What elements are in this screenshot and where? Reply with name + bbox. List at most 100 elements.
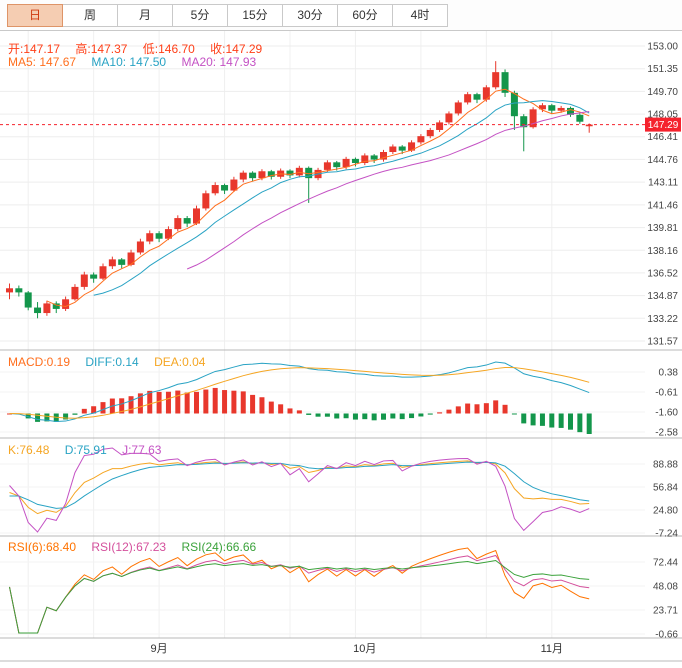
candle-body (538, 105, 546, 110)
svg-text:144.76: 144.76 (647, 155, 678, 166)
candle-body (34, 307, 42, 314)
macd-bar (63, 413, 69, 420)
macd-bar (530, 413, 536, 426)
macd-bar (259, 397, 265, 414)
macd-bar (371, 413, 377, 421)
svg-text:134.87: 134.87 (647, 291, 678, 302)
candle-body (389, 146, 397, 152)
candle-body (221, 185, 229, 191)
candle-body (43, 303, 51, 314)
macd-bar (156, 391, 162, 414)
macd-bar (287, 408, 293, 414)
candle-body (193, 208, 200, 224)
timeframe-toolbar: 日 周 月 5分 15分 30分 60分 4时 (0, 0, 682, 31)
candle-body (136, 241, 144, 253)
j-value: J:77.63 (122, 443, 162, 457)
low-value: 低:146.70 (142, 42, 195, 56)
macd-bar (558, 413, 564, 428)
macd-bar (175, 390, 181, 414)
candle-body (464, 94, 472, 103)
macd-bar (483, 403, 489, 414)
macd-bar (493, 400, 499, 414)
svg-text:133.22: 133.22 (647, 314, 678, 325)
candle-body (183, 218, 191, 224)
dea-value: DEA:0.04 (154, 355, 206, 369)
rsi24-value: RSI(24):66.66 (181, 540, 257, 554)
tab-15min[interactable]: 15分 (227, 3, 283, 27)
tab-60min[interactable]: 60分 (337, 3, 393, 27)
svg-text:48.08: 48.08 (653, 582, 678, 593)
svg-text:24.80: 24.80 (653, 506, 678, 517)
tab-30min[interactable]: 30分 (282, 3, 338, 27)
candle-body (436, 122, 444, 130)
macd-bar (250, 394, 256, 414)
candle-body (548, 105, 556, 111)
macd-bar (343, 413, 349, 419)
d-value: D:75.91 (64, 443, 107, 457)
svg-text:139.81: 139.81 (647, 223, 678, 234)
macd-bar (474, 404, 480, 414)
candle-body (454, 102, 462, 114)
macd-bar (334, 413, 340, 419)
macd-bar (81, 408, 87, 414)
macd-value: MACD:0.19 (8, 355, 71, 369)
candle-body (333, 162, 341, 168)
macd-bar (165, 391, 171, 414)
macd-bar (437, 412, 443, 414)
macd-bar (184, 392, 190, 414)
candle-body (80, 274, 88, 287)
open-value: 开:147.17 (8, 42, 61, 56)
candle-body (164, 229, 172, 239)
candle-body (510, 92, 518, 117)
macd-bar (137, 393, 143, 414)
svg-text:131.57: 131.57 (647, 337, 678, 348)
svg-text:136.52: 136.52 (647, 268, 678, 279)
macd-bar (465, 403, 471, 414)
candle-body (482, 87, 490, 100)
tab-5min[interactable]: 5分 (172, 3, 228, 27)
macd-bar (511, 413, 517, 415)
tab-weekly[interactable]: 周 (62, 3, 118, 27)
candle-body (127, 252, 135, 265)
macd-bar (399, 413, 405, 420)
candle-body (576, 114, 584, 122)
rsi12-value: RSI(12):67.23 (91, 540, 167, 554)
candle-body (24, 292, 32, 308)
svg-text:56.84: 56.84 (653, 483, 678, 494)
candle-body (529, 109, 537, 128)
macd-bar (91, 406, 97, 414)
macd-bar (455, 406, 461, 414)
svg-text:88.88: 88.88 (653, 460, 678, 471)
candle-body (258, 171, 266, 179)
macd-bar (194, 391, 199, 414)
svg-text:-2.58: -2.58 (655, 428, 678, 439)
macd-bar (502, 404, 508, 414)
macd-bar (25, 413, 31, 419)
candle-body (249, 172, 257, 179)
candle-body (370, 155, 378, 160)
macd-bar (521, 413, 527, 424)
candle-body (90, 274, 98, 279)
candle-body (71, 286, 79, 300)
macd-bar (222, 390, 228, 414)
rsi-info: RSI(6):68.40 RSI(12):67.23 RSI(24):66.66 (8, 540, 268, 554)
macd-bar (212, 387, 218, 414)
macd-bar (539, 413, 545, 426)
tab-daily[interactable]: 日 (7, 3, 63, 27)
chart-canvas[interactable]: 147.29 153.00 151.35 149.70 148.05 146.41 144.… (0, 31, 682, 668)
macd-bar (427, 413, 433, 415)
macd-bar (44, 413, 50, 422)
candle-body (342, 158, 350, 168)
candle-body (417, 136, 425, 143)
tab-4hour[interactable]: 4时 (392, 3, 448, 27)
macd-bar (147, 390, 153, 414)
macd-bar (446, 409, 452, 414)
tab-monthly[interactable]: 月 (117, 3, 173, 27)
gridlines (0, 31, 682, 662)
macd-bar (72, 413, 78, 415)
ma-info: MA5: 147.67 MA10: 147.50 MA20: 147.93 (8, 55, 268, 69)
kdj-info: K:76.48 D:75.91 J:77.63 (8, 443, 173, 457)
macd-bar (381, 413, 386, 420)
svg-text:-0.61: -0.61 (655, 388, 678, 399)
macd-bar (231, 390, 237, 414)
